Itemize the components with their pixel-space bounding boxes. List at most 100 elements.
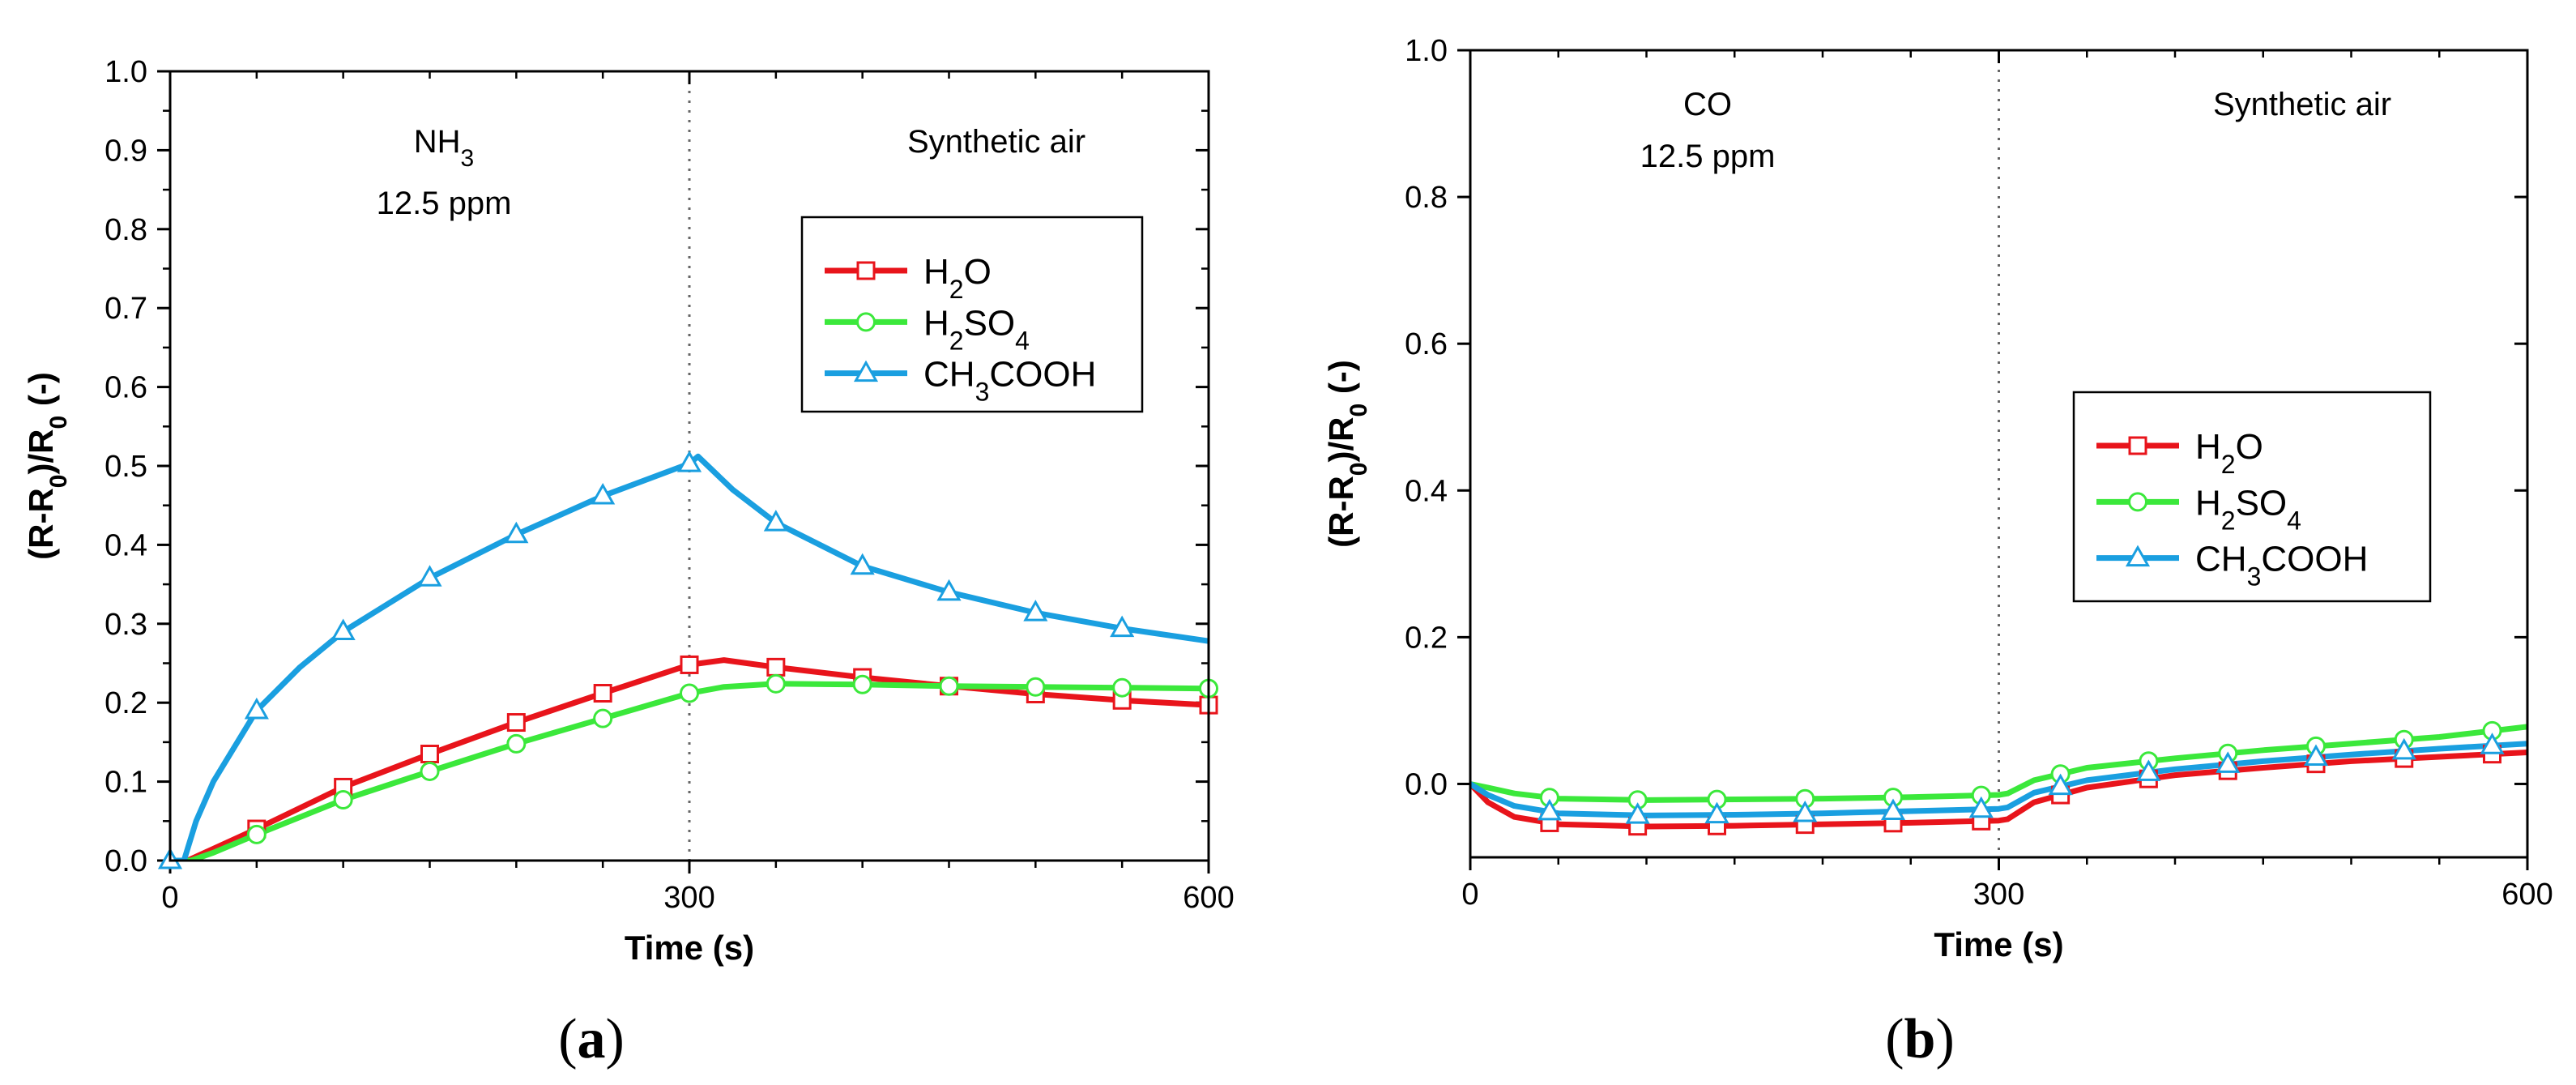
y-tick-label: 1.0 [1405,34,1448,68]
y-tick-label: 0.7 [104,292,147,326]
y-tick-label: 0.9 [104,134,147,168]
marker-CH3COOH [936,579,962,601]
legend-label-tail: COOH [989,355,1096,395]
legend-marker-H2O [856,261,876,280]
legend-marker-H2O [2128,436,2147,455]
marker-H2SO4 [333,790,353,810]
y-title-part: (-) [22,372,60,416]
legend-label-main: CH [923,355,975,395]
panel-paren: ) [606,1008,625,1070]
plot-frame [168,70,1210,862]
legend-marker-H2SO4 [856,312,876,332]
panel-letter: a [578,1008,606,1070]
y-title-part: )/R [22,429,60,475]
legend-label-tail: O [2236,427,2263,467]
legend-marker-CH3COOH [853,360,879,382]
marker-CH3COOH [2391,737,2416,760]
legend-label-H2O: H2O [923,252,992,304]
marker-CH3COOH [1537,798,1562,821]
marker-H2SO4 [593,708,613,728]
marker-H2O [506,713,526,733]
marker-H2SO4 [1026,677,1046,697]
legend-label-H2SO4: H2SO4 [923,303,1030,355]
y-tick-label: 0.0 [1405,767,1448,801]
x-tick-label: 300 [1973,878,2024,912]
legend-label-main: H [923,252,949,292]
x-axis-title: Time (s) [625,929,754,967]
y-tick-label: 0.8 [104,213,147,247]
annotation-gas-name: CO [1683,87,1732,122]
annotation-gas: CO [1683,87,1732,122]
x-axis-title: Time (s) [1934,925,2063,963]
series-line-H2SO4 [1470,724,2527,803]
y-axis-title: (R-R0)/R0 (-) [22,372,72,560]
marker-CH3COOH [417,565,442,587]
legend-label-CH3COOH: CH3COOH [2195,540,2368,592]
legend-label-sub: 2 [2221,450,2236,479]
y-tick-label: 0.0 [104,844,147,878]
marker-CH3COOH [244,697,269,720]
y-tick-label: 0.3 [104,608,147,642]
marker-H2SO4 [852,674,872,694]
legend-label-tail: O [964,252,992,292]
legend-label-main: H [2195,427,2221,467]
legend-label-tail: COOH [2261,540,2368,579]
marker-CH3COOH [591,482,616,505]
y-tick-label: 0.2 [1405,621,1448,655]
y-tick-label: 0.4 [104,528,147,562]
x-tick-label: 0 [161,881,178,915]
marker-CH3COOH [850,553,875,575]
marker-H2O [680,655,699,674]
x-tick-label: 0 [1461,878,1478,912]
legend-label-sub2: 4 [1015,326,1030,355]
series-line-H2SO4 [170,681,1209,861]
marker-CH3COOH [2216,751,2241,773]
legend-label-sub: 2 [2221,506,2236,535]
panel-label-b: (b) [1885,1008,1955,1070]
marker-CH3COOH [1880,798,1906,820]
legend-label-main: H [2195,483,2221,523]
y-title-sub: 0 [45,475,72,489]
annotation-gas: NH3 [414,124,474,172]
x-tick-label: 600 [1183,881,1234,915]
y-title-part: (R-R [22,488,60,560]
panel-label-a: (a) [558,1008,625,1070]
annotation-synthetic-air: Synthetic air [2213,87,2391,122]
legend-label-main: CH [2195,540,2247,579]
marker-H2O [593,684,612,703]
legend-label-H2O: H2O [2195,427,2263,479]
legend-marker-CH3COOH [2125,545,2151,567]
y-title-part: (-) [1322,360,1360,404]
legend-label-sub: 3 [2247,562,2262,592]
x-tick-label: 600 [2501,878,2553,912]
y-tick-label: 0.6 [104,371,147,405]
marker-H2O [766,657,786,677]
legend-label-sub2: 4 [2287,506,2301,535]
y-tick-label: 0.6 [1405,327,1448,361]
marker-CH3COOH [2480,733,2505,754]
marker-H2O [420,745,439,764]
marker-H2SO4 [420,761,440,781]
marker-CH3COOH [2048,773,2073,796]
legend-label-H2SO4: H2SO4 [2195,483,2301,535]
legend-label-CH3COOH: CH3COOH [923,355,1096,407]
y-title-part: )/R [1322,417,1360,463]
marker-CH3COOH [1968,796,1994,818]
marker-H2SO4 [246,824,267,844]
marker-CH3COOH [1625,802,1650,824]
legend-label-tail: SO [2236,483,2288,523]
legend-label-tail: SO [964,303,1016,343]
y-title-part: (R-R [1322,476,1360,548]
legend-marker-H2SO4 [2128,492,2147,512]
y-title-sub: 0 [45,416,72,429]
series-line-H2O [170,657,1209,861]
marker-CH3COOH [2303,744,2329,766]
y-tick-label: 0.2 [104,686,147,720]
chart-panel-a: 0.00.10.20.30.40.50.60.70.80.91.00 300 600… [22,55,1235,1070]
marker-CH3COOH [676,451,702,472]
marker-CH3COOH [504,521,529,544]
